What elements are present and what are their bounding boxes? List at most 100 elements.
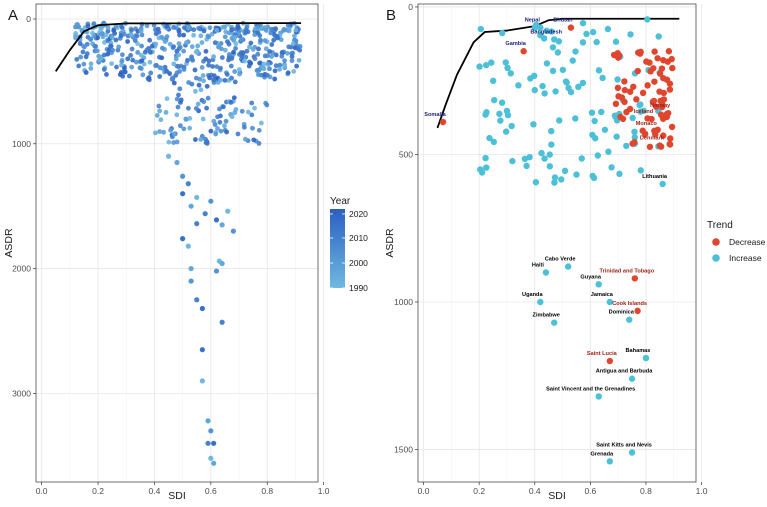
country-point: [604, 25, 612, 33]
year-point: [264, 72, 270, 78]
year-point: [281, 26, 287, 32]
year-point: [180, 236, 186, 242]
year-point: [219, 319, 225, 325]
year-point: [212, 40, 218, 46]
year-point: [148, 70, 154, 76]
country-point: [595, 67, 603, 74]
year-point: [128, 32, 134, 38]
year-point: [163, 110, 169, 115]
year-point: [224, 129, 230, 135]
country-point: [549, 44, 557, 51]
year-point: [296, 57, 302, 63]
year-point: [199, 305, 205, 312]
year-point: [226, 51, 232, 57]
year-point: [177, 86, 183, 92]
country-point: [614, 84, 622, 92]
year-point: [181, 48, 187, 54]
x-tick-label: 0.2: [473, 486, 485, 496]
year-point: [180, 191, 186, 197]
country-point: [621, 86, 629, 94]
country-label: Jamaica: [591, 292, 614, 298]
country-point: [579, 19, 587, 27]
country-point: [556, 117, 563, 124]
year-point: [165, 153, 172, 159]
country-label: Dominica: [609, 310, 635, 316]
country-point: [605, 148, 612, 155]
year-point: [233, 46, 238, 51]
year-point: [237, 71, 242, 77]
country-point: [579, 79, 587, 87]
year-point: [249, 100, 255, 106]
country-point: [595, 393, 602, 400]
year-point: [285, 50, 290, 56]
year-point: [294, 63, 300, 69]
year-point: [147, 59, 153, 65]
year-point: [236, 67, 242, 73]
year-point: [125, 39, 130, 44]
year-point: [251, 137, 257, 143]
legend-swatch-decrease: [712, 238, 720, 246]
country-point: [626, 105, 634, 113]
year-point: [268, 30, 274, 36]
country-point: [615, 93, 622, 100]
year-point: [193, 88, 198, 94]
year-point: [228, 99, 234, 105]
year-point: [267, 49, 273, 54]
year-point: [196, 82, 202, 88]
year-point: [197, 76, 203, 82]
year-point: [119, 62, 124, 68]
year-point: [113, 23, 119, 29]
country-point: [630, 83, 637, 90]
year-point: [211, 73, 217, 79]
year-point: [277, 62, 283, 68]
year-point: [241, 124, 247, 130]
country-point: [627, 31, 634, 38]
year-point: [258, 120, 264, 126]
year-point: [267, 66, 272, 72]
year-point: [211, 118, 217, 124]
legend-label-decrease: Decrease: [729, 237, 766, 247]
year-point: [215, 126, 220, 131]
country-point: [496, 110, 503, 118]
country-point: [537, 298, 544, 306]
year-point: [256, 127, 262, 133]
trend-legend: Trend Decrease Increase: [707, 220, 766, 263]
year-point: [81, 44, 87, 50]
country-point: [482, 154, 489, 162]
country-point: [642, 354, 650, 362]
year-point: [279, 53, 285, 59]
x-tick-label: 0.6: [584, 486, 596, 496]
year-point: [222, 123, 227, 129]
year-point: [116, 44, 122, 50]
year-point: [174, 48, 180, 54]
country-point: [651, 78, 658, 85]
year-point: [158, 117, 164, 123]
panel-a-label: A: [8, 7, 18, 24]
country-point: [601, 126, 609, 133]
country-point: [639, 89, 647, 97]
year-point: [177, 32, 182, 38]
year-point: [205, 418, 211, 424]
year-point: [141, 61, 147, 67]
country-point: [573, 171, 580, 178]
country-point: [606, 298, 614, 306]
year-point: [201, 99, 207, 105]
year-point: [77, 41, 83, 47]
country-point: [648, 115, 655, 123]
country-label: Iceland: [634, 109, 654, 115]
year-point: [73, 30, 79, 36]
year-point: [155, 26, 161, 32]
country-point: [539, 82, 546, 90]
country-point: [644, 16, 651, 23]
year-point: [252, 105, 257, 111]
year-point: [128, 52, 134, 58]
country-point: [491, 96, 498, 104]
year-point: [211, 54, 217, 60]
year-point: [261, 66, 267, 72]
country-point: [631, 134, 639, 141]
year-point: [295, 46, 301, 52]
year-point: [248, 60, 253, 66]
year-point: [139, 58, 145, 64]
year-point: [229, 75, 234, 81]
year-point: [185, 181, 191, 187]
